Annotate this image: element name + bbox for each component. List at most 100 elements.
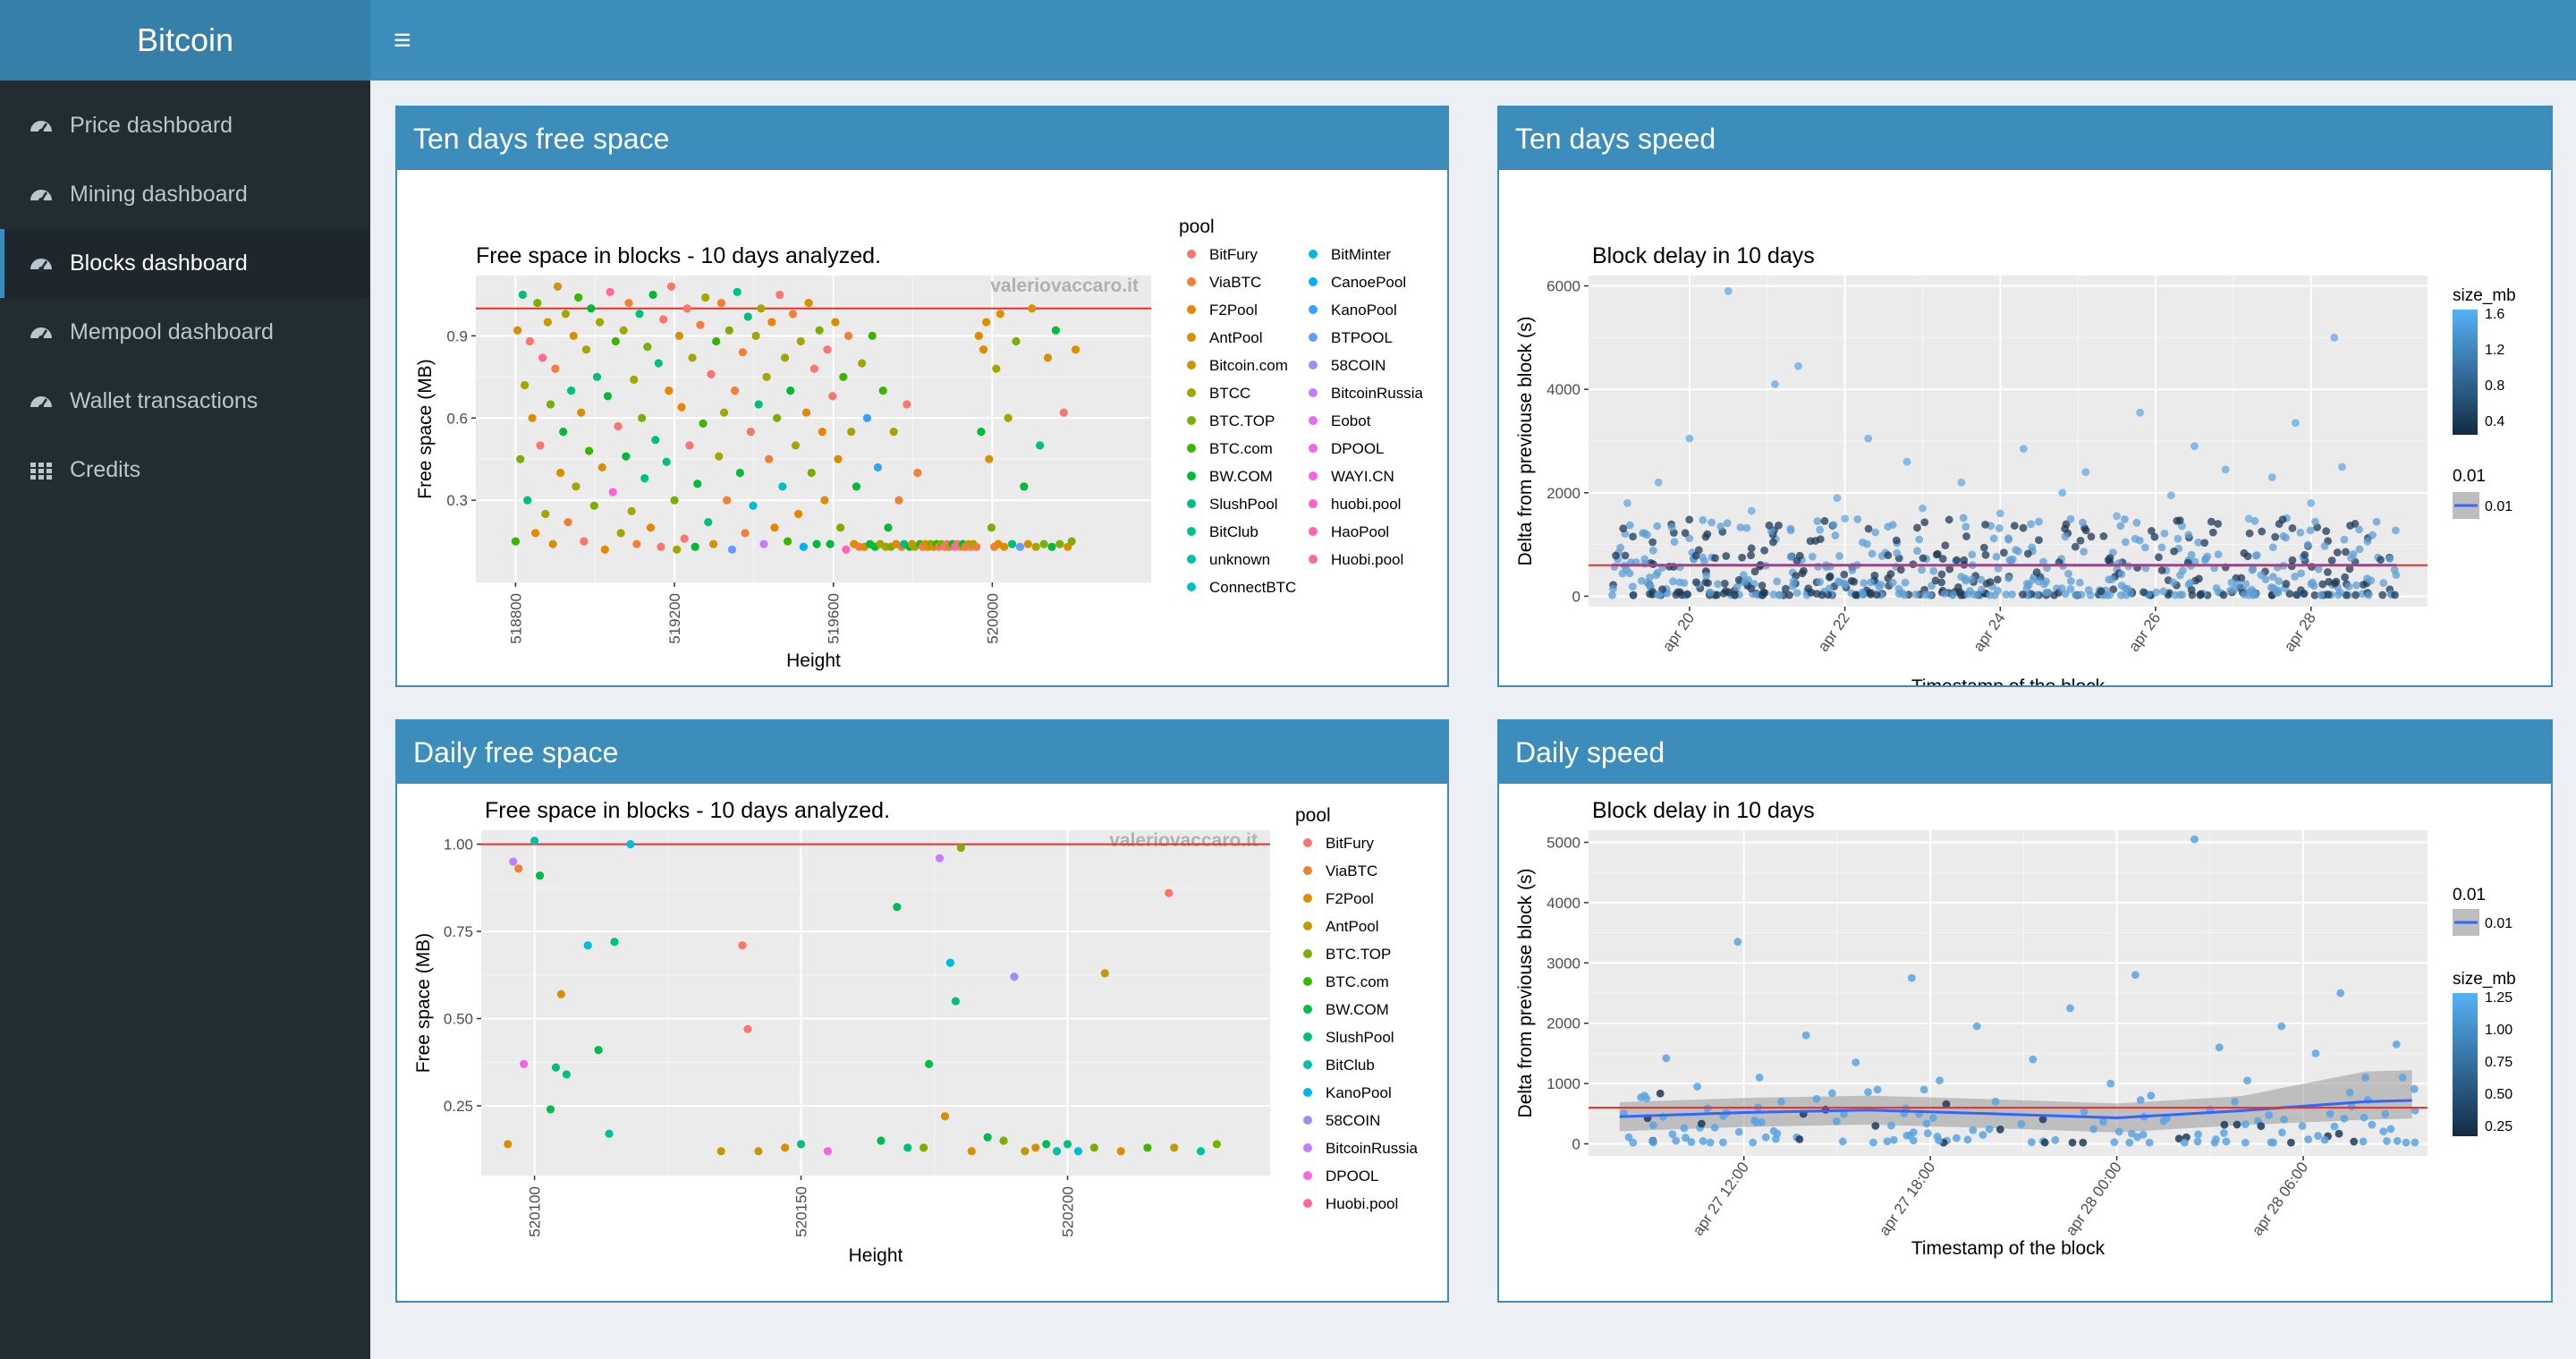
menu-toggle-icon[interactable]: ≡ — [394, 23, 411, 57]
data-point — [1873, 1085, 1882, 1094]
data-point — [2267, 473, 2276, 481]
sidebar-item-credits[interactable]: Credits — [0, 436, 370, 505]
sidebar-item-mining-dashboard[interactable]: Mining dashboard — [0, 160, 370, 229]
legend-key — [1309, 471, 1318, 480]
data-point — [2212, 583, 2221, 592]
data-point — [1769, 538, 1777, 547]
data-point — [1051, 326, 1061, 335]
app-logo[interactable]: Bitcoin — [0, 0, 370, 81]
y-tick-label: 0.25 — [444, 1098, 473, 1115]
data-point — [818, 427, 826, 437]
data-point — [1616, 543, 1625, 552]
sidebar-item-blocks-dashboard[interactable]: Blocks dashboard — [0, 229, 370, 298]
data-point — [1972, 1022, 1981, 1031]
data-point — [2359, 1137, 2368, 1146]
data-point — [2145, 1138, 2154, 1147]
data-point — [514, 864, 523, 873]
data-point — [635, 310, 644, 319]
data-point — [2402, 1138, 2411, 1147]
data-point — [1654, 590, 1663, 599]
data-point — [1685, 434, 1694, 443]
legend-key — [1303, 866, 1312, 875]
data-point — [2136, 408, 2145, 417]
data-point — [1920, 518, 1929, 527]
data-point — [566, 386, 576, 395]
legend-label: WAYI.CN — [1331, 468, 1394, 485]
y-tick-label: 0.50 — [444, 1011, 473, 1028]
data-point — [622, 452, 631, 461]
sidebar-item-label: Price dashboard — [70, 113, 233, 138]
x-tick-label: apr 22 — [1815, 609, 1853, 654]
legend-key — [1303, 977, 1312, 986]
data-point — [1989, 534, 1998, 543]
data-point — [823, 1147, 832, 1156]
data-point — [2338, 463, 2346, 471]
data-point — [733, 287, 741, 296]
data-point — [2200, 539, 2209, 548]
data-point — [1841, 514, 1850, 523]
data-point — [2324, 568, 2332, 576]
sidebar-item-wallet-transactions[interactable]: Wallet transactions — [0, 367, 370, 436]
sidebar-item-price-dashboard[interactable]: Price dashboard — [0, 91, 370, 160]
data-point — [1922, 1119, 1931, 1128]
data-point — [2330, 333, 2339, 342]
data-point — [1621, 551, 1630, 560]
sidebar-item-label: Wallet transactions — [70, 388, 258, 413]
data-point — [605, 1129, 614, 1138]
data-point — [2342, 548, 2350, 556]
data-point — [1894, 590, 1903, 599]
legend-key — [1309, 499, 1318, 508]
data-point — [2040, 1138, 2049, 1147]
data-point — [2317, 590, 2326, 599]
data-point — [2157, 566, 2166, 574]
data-point — [2188, 590, 2197, 599]
legend-label: F2Pool — [1209, 302, 1258, 319]
legend-key — [1309, 305, 1318, 314]
data-point — [778, 482, 787, 491]
data-point — [1850, 577, 1859, 586]
data-point — [2334, 1129, 2343, 1138]
data-point — [2307, 498, 2316, 507]
x-tick-label: apr 27 18:00 — [1876, 1159, 1938, 1238]
legend-label: BitFury — [1209, 246, 1258, 263]
legend-key — [1187, 444, 1196, 453]
data-point — [2058, 488, 2067, 497]
box-daily-speed: Daily speed apr 27 12:00 apr 27 18:00 apr … — [1497, 719, 2553, 1303]
data-point — [873, 463, 883, 471]
data-point — [662, 457, 671, 466]
data-point — [1765, 521, 1774, 530]
legend-label: 0.01 — [2485, 916, 2512, 931]
legend-key — [1187, 582, 1196, 591]
data-point — [762, 372, 771, 381]
sidebar-item-mempool-dashboard[interactable]: Mempool dashboard — [0, 298, 370, 367]
data-point — [1100, 969, 1109, 978]
x-tick-label: 520000 — [984, 593, 1001, 644]
data-point — [1619, 524, 1628, 533]
data-point — [1672, 1136, 1681, 1145]
data-point — [1929, 566, 1938, 575]
data-point — [1867, 578, 1876, 587]
data-point — [902, 400, 911, 409]
data-point — [831, 318, 840, 327]
legend-label: DPOOL — [1331, 440, 1385, 457]
legend-label: BTC.TOP — [1209, 412, 1275, 429]
data-point — [2029, 1055, 2038, 1064]
data-point — [780, 353, 790, 362]
legend-key — [1309, 277, 1318, 286]
data-point — [1039, 539, 1048, 548]
data-point — [767, 318, 776, 327]
data-point — [1931, 576, 1940, 585]
data-point — [1968, 550, 1977, 559]
data-point — [1864, 1088, 1872, 1097]
data-point — [2350, 1137, 2359, 1146]
data-point — [2306, 526, 2315, 535]
legend-key — [1303, 1116, 1312, 1125]
data-point — [1798, 569, 1807, 578]
data-point — [796, 1140, 806, 1149]
data-point — [2277, 1022, 2286, 1031]
data-point — [1853, 514, 1862, 523]
x-tick-label: apr 20 — [1659, 609, 1698, 654]
data-point — [1936, 1076, 1944, 1085]
data-point — [553, 282, 563, 291]
data-point — [2038, 1115, 2047, 1124]
